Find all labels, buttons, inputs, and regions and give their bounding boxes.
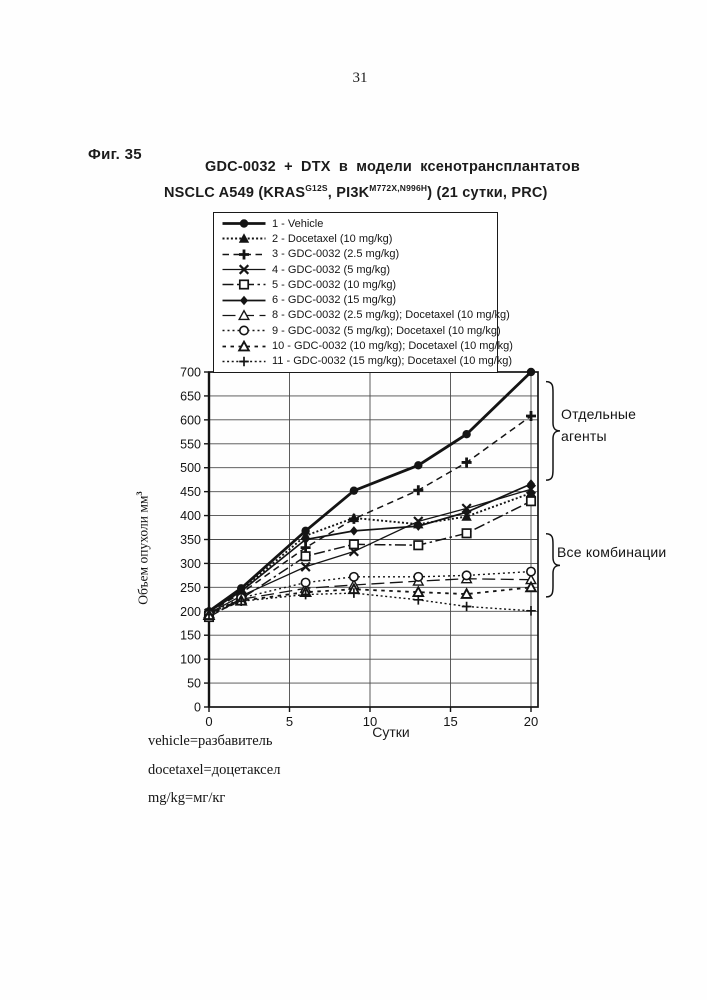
page-number: 31: [352, 70, 368, 86]
chart-title-line2: NSCLC A549 (KRASG12S, PI3KM772X,N996H) (…: [164, 183, 548, 201]
legend-item: 3 - GDC-0032 (2.5 mg/kg): [221, 247, 497, 262]
legend-item-label: 4 - GDC-0032 (5 mg/kg): [272, 263, 390, 276]
figure-label: Фиг. 35: [88, 146, 142, 163]
svg-text:550: 550: [180, 437, 201, 451]
chart-legend-rows: 1 - Vehicle 2 - Docetaxel (10 mg/kg) 3 - G…: [221, 216, 513, 369]
legend-item-label: 10 - GDC-0032 (10 mg/kg); Docetaxel (10 …: [272, 340, 513, 353]
legend-marker-sample: [222, 309, 266, 321]
legend-item: 2 - Docetaxel (10 mg/kg): [221, 231, 497, 246]
title-part: NSCLC A549 (KRAS: [164, 184, 306, 201]
legend-item: 8 - GDC-0032 (2.5 mg/kg); Docetaxel (10 …: [221, 308, 510, 323]
footnote-mgkg: mg/kg=мг/кг: [148, 790, 226, 806]
legend-item: 1 - Vehicle: [221, 216, 497, 231]
svg-text:500: 500: [180, 461, 201, 475]
chart-legend-box: 1 - Vehicle 2 - Docetaxel (10 mg/kg) 3 - G…: [213, 212, 513, 373]
svg-text:15: 15: [443, 714, 457, 729]
svg-text:200: 200: [180, 605, 201, 619]
title-part: , PI3K: [327, 184, 370, 201]
legend-item-label: 2 - Docetaxel (10 mg/kg): [272, 232, 393, 245]
legend-item-label: 6 - GDC-0032 (15 mg/kg): [272, 294, 397, 307]
svg-text:50: 50: [187, 677, 201, 691]
svg-text:300: 300: [180, 557, 201, 571]
legend-item-label: 11 - GDC-0032 (15 mg/kg); Docetaxel (10 …: [272, 355, 513, 368]
svg-text:450: 450: [180, 485, 201, 499]
svg-text:650: 650: [180, 389, 201, 403]
legend-item: 11 - GDC-0032 (15 mg/kg); Docetaxel (10 …: [221, 354, 512, 369]
footnote-docetaxel: docetaxel=доцетаксел: [148, 761, 281, 778]
legend-item-label: 1 - Vehicle: [272, 217, 324, 230]
legend-marker-sample: [222, 233, 266, 244]
svg-text:20: 20: [524, 714, 538, 729]
svg-text:400: 400: [180, 509, 201, 523]
svg-text:0: 0: [194, 701, 201, 715]
svg-text:700: 700: [180, 366, 201, 380]
legend-item: 4 - GDC-0032 (5 mg/kg): [221, 262, 497, 277]
legend-marker-sample: [222, 339, 266, 351]
legend-item-label: 8 - GDC-0032 (2.5 mg/kg); Docetaxel (10 …: [272, 309, 510, 322]
svg-text:100: 100: [180, 653, 201, 667]
legend-marker-sample: [222, 295, 266, 305]
svg-text:600: 600: [180, 413, 201, 427]
svg-text:0: 0: [205, 714, 212, 729]
chart-title-line1: GDC-0032 + DTX в модели ксенотранспланта…: [205, 159, 580, 175]
title-superscript: M772X,N996H: [369, 183, 428, 193]
legend-marker-sample: [222, 249, 266, 260]
legend-item: 6 - GDC-0032 (15 mg/kg): [221, 292, 497, 307]
svg-text:10: 10: [363, 714, 377, 729]
brace-annotation-combinations: Все комбинации: [557, 544, 667, 560]
legend-item-label: 9 - GDC-0032 (5 mg/kg); Docetaxel (10 mg…: [272, 324, 501, 337]
svg-text:350: 350: [180, 533, 201, 547]
brace-annotation-single-agents-line2: агенты: [561, 428, 607, 444]
svg-text:5: 5: [286, 714, 293, 729]
legend-marker-sample: [222, 264, 266, 275]
footnote-vehicle: vehicle=разбавитель: [148, 733, 273, 749]
legend-marker-sample: [222, 325, 266, 336]
title-part: ) (21 сутки, PRC): [427, 184, 548, 201]
svg-text:150: 150: [180, 629, 201, 643]
legend-marker-sample: [222, 356, 266, 367]
svg-text:250: 250: [180, 581, 201, 595]
x-axis-label: Сутки: [372, 724, 410, 740]
title-superscript: G12S: [305, 183, 328, 193]
legend-item: 5 - GDC-0032 (10 mg/kg): [221, 277, 497, 292]
legend-item: 10 - GDC-0032 (10 mg/kg); Docetaxel (10 …: [221, 338, 513, 353]
brace-annotation-single-agents-line1: Отдельные: [561, 406, 637, 422]
legend-item-label: 5 - GDC-0032 (10 mg/kg): [272, 278, 397, 291]
legend-marker-sample: [222, 219, 266, 228]
legend-item: 9 - GDC-0032 (5 mg/kg); Docetaxel (10 mg…: [221, 323, 501, 338]
figure-footnotes: vehicle=разбавитель docetaxel=доцетаксел…: [148, 733, 280, 819]
legend-item-label: 3 - GDC-0032 (2.5 mg/kg): [272, 248, 400, 261]
legend-marker-sample: [222, 279, 266, 290]
